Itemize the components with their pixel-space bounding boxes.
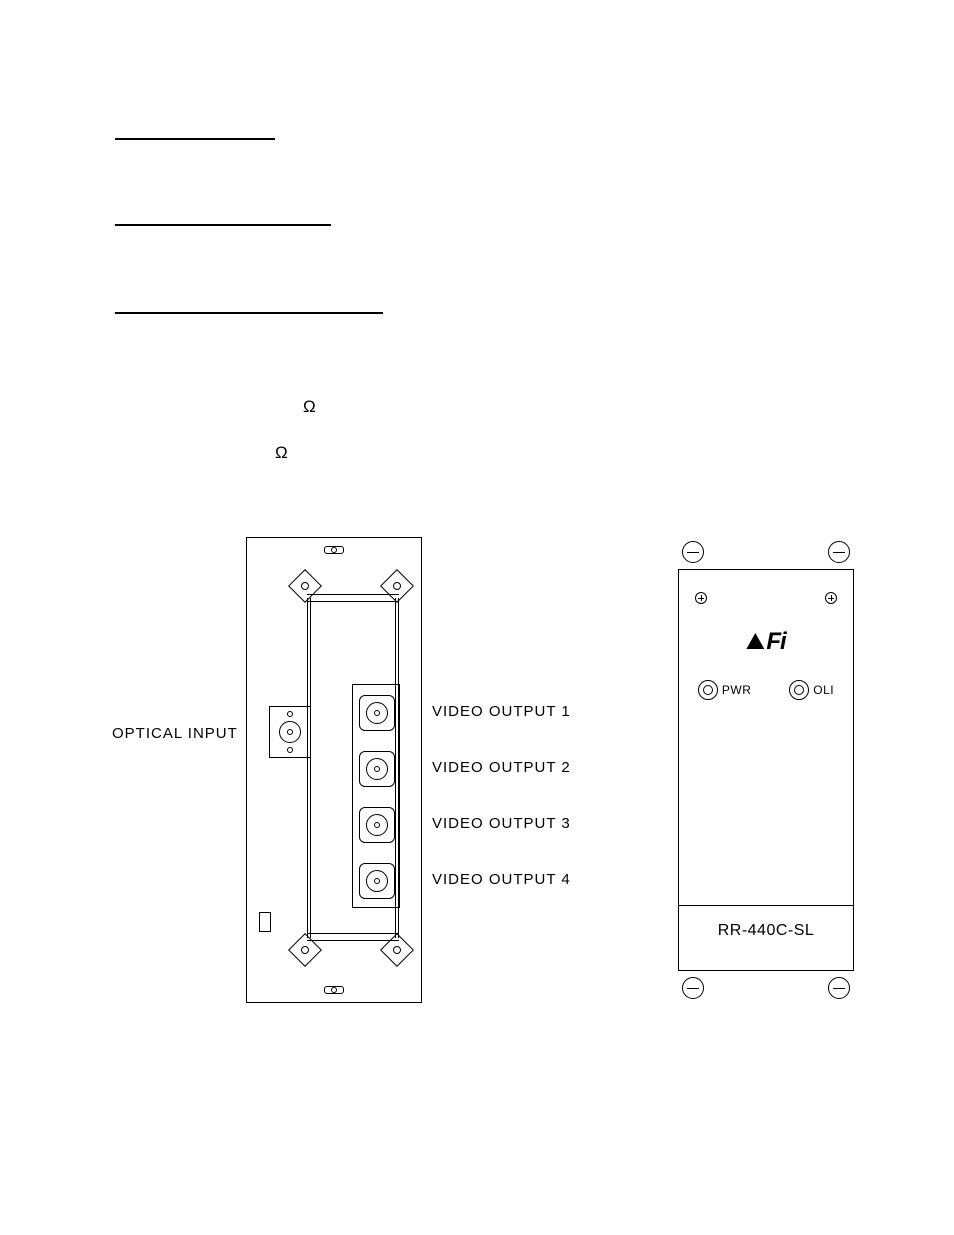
rear-bottom-screw [324, 986, 344, 994]
label-optical-input: OPTICAL INPUT [112, 725, 238, 742]
bnc-connector-1 [359, 695, 395, 731]
omega-symbol-1: Ω [303, 397, 316, 417]
bnc-connector-4 [359, 863, 395, 899]
heading-underline-1 [115, 138, 275, 140]
rear-top-screw [324, 546, 344, 554]
label-video-output-3: VIDEO OUTPUT 3 [432, 815, 571, 832]
led-oli-label: OLI [813, 683, 834, 697]
crossbar-bottom [307, 933, 399, 941]
front-screw-br [828, 977, 850, 999]
front-mini-screw-left [695, 592, 707, 604]
front-screw-tr [828, 541, 850, 563]
front-divider [679, 905, 853, 906]
front-screw-tl [682, 541, 704, 563]
bnc-connector-group [352, 684, 400, 908]
page: Ω Ω OPTICAL INPUT VIDEO OUTPUT 1 VIDEO O… [0, 0, 954, 1235]
led-pwr-icon [698, 680, 718, 700]
rear-panel-drawing [246, 537, 422, 1003]
led-pwr-group: PWR [698, 680, 752, 700]
omega-symbol-2: Ω [275, 443, 288, 463]
heading-underline-3 [115, 312, 383, 314]
crossbar-top [307, 594, 399, 602]
led-oli-group: OLI [789, 680, 834, 700]
front-panel-drawing: Fi PWR OLI RR-440C-SL [678, 537, 854, 1003]
led-row: PWR OLI [679, 680, 853, 700]
bnc-connector-3 [359, 807, 395, 843]
afi-logo: Fi [746, 628, 785, 656]
logo-text: Fi [766, 628, 785, 655]
led-pwr-label: PWR [722, 683, 752, 697]
heading-underline-2 [115, 224, 331, 226]
led-oli-icon [789, 680, 809, 700]
front-mini-screw-right [825, 592, 837, 604]
bnc-connector-2 [359, 751, 395, 787]
label-video-output-4: VIDEO OUTPUT 4 [432, 871, 571, 888]
front-panel: Fi PWR OLI RR-440C-SL [678, 569, 854, 971]
label-video-output-1: VIDEO OUTPUT 1 [432, 703, 571, 720]
rail-left [307, 598, 311, 938]
logo-triangle-icon [746, 633, 764, 649]
optical-connector [269, 706, 311, 758]
component-stub [259, 912, 271, 932]
model-number: RR-440C-SL [679, 922, 853, 940]
label-video-output-2: VIDEO OUTPUT 2 [432, 759, 571, 776]
front-screw-bl [682, 977, 704, 999]
